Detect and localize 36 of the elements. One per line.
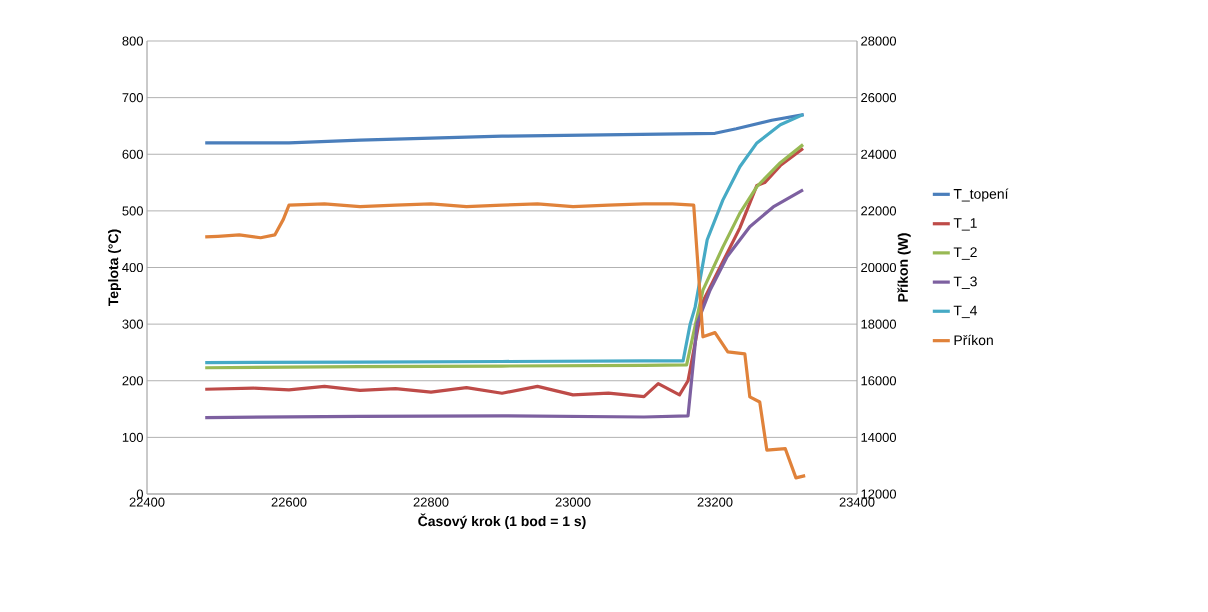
y2-tick-label: 14000 [861, 432, 897, 442]
x-tick-label: 23200 [697, 497, 733, 507]
y2-tick-label: 18000 [861, 319, 897, 329]
y2-tick-label: 12000 [861, 489, 897, 499]
y2-tick-label: 22000 [861, 206, 897, 216]
x-tick-label: 22800 [413, 497, 449, 507]
y-tick-label: 300 [122, 319, 143, 329]
y2-tick-label: 26000 [861, 93, 897, 103]
y-tick-label: 500 [122, 206, 143, 216]
y-tick-label: 600 [122, 149, 143, 159]
y-tick-label: 200 [122, 376, 143, 386]
x-tick-label: 23400 [839, 497, 875, 507]
legend-label: T_2 [953, 247, 977, 260]
y2-axis-title: Příkon (W) [897, 233, 911, 302]
y-tick-label: 700 [122, 93, 143, 103]
legend-label: T_3 [953, 276, 977, 289]
x-tick-label: 23000 [555, 497, 591, 507]
x-tick-label: 22400 [129, 497, 165, 507]
line-series [203, 113, 806, 145]
legend-label: T_topení [953, 188, 1009, 202]
y2-tick-label: 24000 [861, 149, 897, 159]
y2-tick-label: 20000 [861, 262, 897, 273]
y-tick-label: 100 [122, 432, 143, 442]
y2-tick-label: 28000 [861, 36, 897, 46]
y-tick-label: 400 [122, 262, 143, 273]
y-axis-title: Teplota (°C) [108, 229, 122, 307]
y2-tick-label: 16000 [861, 376, 897, 386]
legend-label: T_1 [953, 218, 977, 231]
legend-label: T_4 [953, 305, 978, 319]
x-tick-label: 22600 [271, 497, 307, 507]
y-tick-label: 800 [122, 36, 143, 46]
line-series [203, 188, 805, 420]
line-series [203, 202, 807, 480]
y-tick-label: 0 [136, 489, 143, 499]
x-axis-title: Časový krok (1 bod = 1 s) [418, 513, 586, 529]
legend-label: Příkon [954, 334, 993, 346]
